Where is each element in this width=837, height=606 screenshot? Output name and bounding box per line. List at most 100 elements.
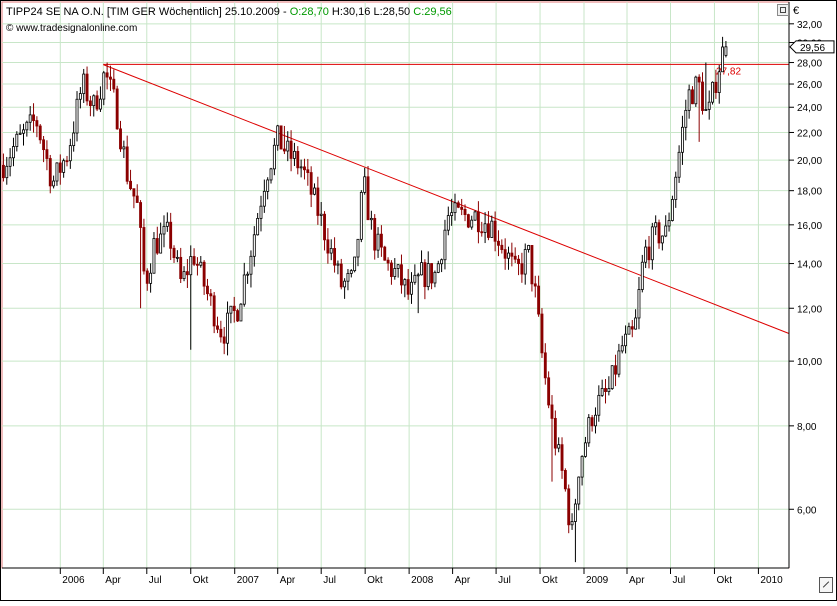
candle-body [169,221,173,249]
candle-body [614,365,617,375]
candle-body [617,350,621,375]
candle-body [38,125,42,141]
candle-body [597,394,601,416]
candle-body [553,417,557,449]
y-tick-label: 6,00 [797,505,817,516]
candle-body [359,191,363,240]
candle-body [580,455,584,478]
y-tick-label: 12,00 [797,304,822,315]
candle-body [701,81,704,111]
candle-layer [1,36,728,563]
candle-body [246,273,250,276]
candle-body [410,281,413,295]
candle-body [349,270,353,274]
candle-body [470,219,474,228]
candle-body [607,388,611,392]
candle-body [416,274,420,277]
candle-body [533,283,537,287]
candle-body [22,129,25,134]
candle-body [52,180,56,187]
candle-body [182,271,186,279]
candle-body [446,215,450,231]
x-tick-label: Okt [716,575,732,586]
candle-body [185,271,189,276]
candle-body [684,109,688,128]
plot-area [1,1,790,569]
candle-body [500,244,504,250]
candle-body [236,310,240,322]
candle-body [584,442,587,457]
candle-body [647,246,651,261]
y-tick-label: 14,00 [797,260,822,271]
candle-body [209,293,213,297]
candle-body [610,365,614,389]
candle-body [132,188,136,197]
candle-body [12,146,15,159]
y-tick-label: 32,00 [797,20,822,31]
y-tick-label: 16,00 [797,221,822,232]
candle-body [456,202,460,208]
candle-body [426,263,430,288]
candle-body [594,414,597,427]
candle-body [493,220,497,242]
candle-body [717,71,721,93]
candle-body [206,285,209,295]
candle-body [721,46,725,73]
candle-body [162,225,166,235]
candle-body [179,256,183,279]
candle-body [229,305,233,314]
candle-body [109,76,112,80]
candle-body [694,76,698,105]
candle-body [45,149,49,159]
last-value-box [789,40,835,54]
candle-body [476,211,480,233]
candle-body [316,187,320,216]
candle-body [400,264,403,286]
candle-body [390,262,393,277]
candle-body [383,246,387,261]
candle-body [343,280,347,288]
candle-body [88,100,92,107]
candle-body [259,205,263,219]
candle-body [313,187,316,195]
candle-body [142,227,146,272]
candle-body [423,262,427,288]
y-tick-label: 22,00 [797,128,822,139]
candle-body [149,272,153,284]
candle-body [650,226,654,261]
candle-body [664,225,668,237]
candle-body [92,95,96,107]
candle-body [353,256,357,272]
candle-body [707,101,711,110]
candle-body [704,109,708,111]
candle-body [497,240,500,246]
candle-body [503,249,507,259]
candle-body [336,263,340,266]
candle-body [513,255,517,260]
chart-maximize-button[interactable] [777,4,789,16]
candle-body [620,345,624,352]
candle-body [510,252,514,257]
candle-body [269,168,273,181]
candle-body [58,162,62,173]
candle-body [369,217,373,221]
candle-body [681,126,684,153]
candle-body [28,114,32,123]
candle-body [473,211,477,221]
candle-body [517,258,520,265]
chart-corner-button[interactable] [819,577,833,593]
candle-body [42,139,46,151]
y-tick-label: 8,00 [797,422,817,433]
y-tick-label: 26,00 [797,80,822,91]
candle-body [587,417,591,444]
candle-body [644,246,648,263]
candle-body [637,289,641,319]
candle-body [212,295,216,327]
candle-body [326,239,330,254]
candle-body [216,325,219,330]
candle-body [105,72,109,78]
candle-body [85,73,89,102]
candle-body [165,221,169,227]
candle-body [550,404,554,419]
